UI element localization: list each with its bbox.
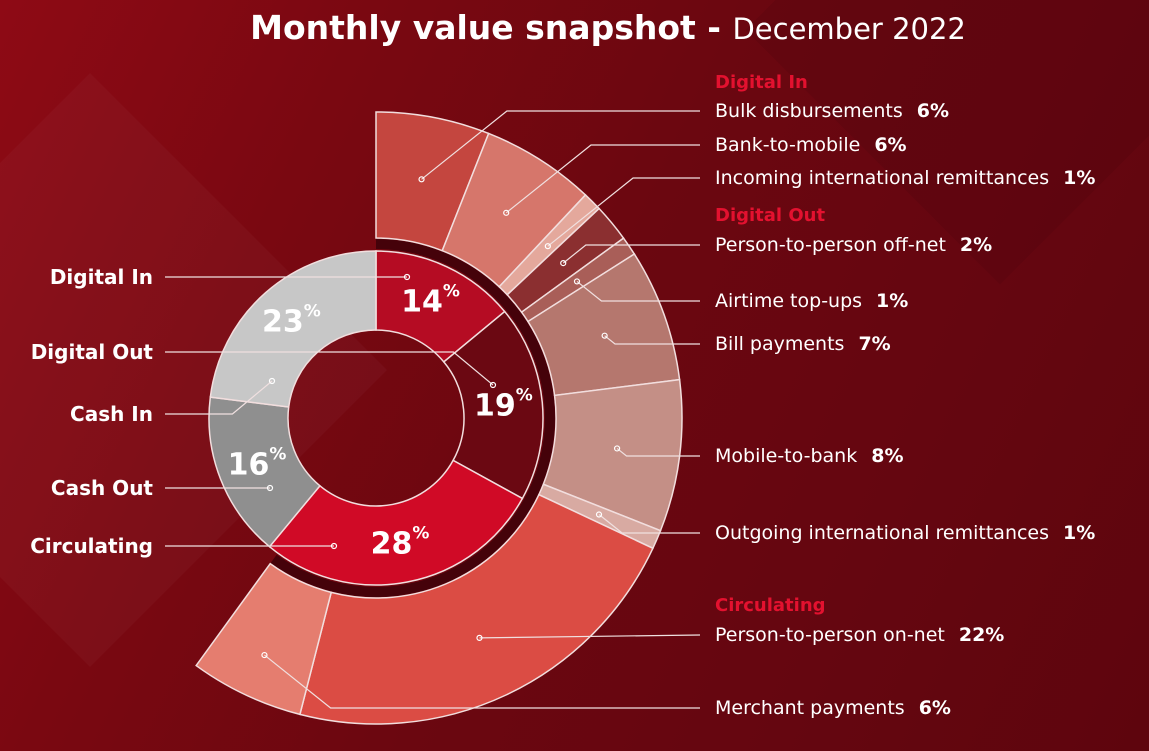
leader-dot-airtime-top-ups [573, 278, 581, 285]
percent-sign: % [269, 444, 287, 465]
legend-item-outgoing-international-remittances: Outgoing international remittances 1% [715, 522, 1095, 544]
value-number: 14 [401, 284, 443, 320]
leader-line-bulk-disbursements [421, 110, 700, 180]
legend-name: Mobile-to-bank [715, 445, 858, 467]
legend-label-digital-in: Digital In [49, 265, 153, 289]
legend-value: 1% [1063, 167, 1096, 189]
inner-slice-digital-out [442, 310, 544, 500]
legend-label-circulating: Circulating [30, 534, 153, 558]
legend-name: Merchant payments [715, 697, 905, 719]
legend-value: 6% [918, 697, 951, 719]
inner-value-label: 16% [227, 444, 287, 483]
leader-dot-person-to-person-off-net [560, 260, 567, 267]
legend-value: 1% [876, 290, 909, 312]
legend-name: Airtime top-ups [715, 290, 863, 312]
value-number: 23 [261, 304, 304, 340]
leader-dot-outgoing-international-remittances [595, 511, 603, 518]
inner-value-label: 14% [401, 281, 460, 320]
legend-name: Bill payments [715, 333, 845, 355]
percent-sign: % [303, 301, 321, 322]
leader-dot-digital-out [489, 381, 497, 389]
legend-label-digital-out: Digital Out [30, 340, 153, 364]
group-heading-circulating: Circulating [715, 595, 826, 616]
inner-value-label: 19% [474, 385, 533, 424]
legend-value: 2% [959, 234, 993, 256]
leader-line-bill-payments [604, 335, 700, 345]
leader-dot-circulating [330, 542, 338, 550]
legend-item-bulk-disbursements: Bulk disbursements 6% [715, 100, 949, 122]
leader-dot-person-to-person-on-net [476, 634, 483, 641]
leader-line-digital-out [165, 351, 494, 386]
legend-item-bill-payments: Bill payments 7% [715, 333, 891, 355]
legend-value: 6% [916, 100, 949, 122]
leader-dot-bulk-disbursements [418, 176, 425, 183]
group-heading-digital-out: Digital Out [715, 205, 826, 226]
leader-line-mobile-to-bank [616, 447, 700, 457]
value-number: 28 [370, 526, 413, 562]
legend-item-mobile-to-bank: Mobile-to-bank 8% [715, 445, 903, 467]
legend-name: Person-to-person off-net [715, 234, 946, 256]
inner-slice-cash-in [209, 250, 377, 408]
leader-dot-bill-payments [601, 332, 608, 339]
inner-value-label: 28% [370, 523, 430, 562]
leader-dot-incoming-international-remittances [544, 243, 551, 250]
legend-item-bank-to-mobile: Bank-to-mobile 6% [715, 134, 907, 156]
percent-sign: % [412, 523, 430, 544]
chart-subtitle: December 2022 [732, 12, 966, 46]
leader-dot-mobile-to-bank [613, 445, 621, 452]
legend-value: 1% [1063, 522, 1096, 544]
legend-item-incoming-international-remittances: Incoming international remittances 1% [715, 167, 1095, 189]
legend-value: 22% [958, 624, 1005, 646]
legend-name: Outgoing international remittances [715, 522, 1050, 544]
leader-line-outgoing-international-remittances [598, 514, 700, 534]
legend-item-person-to-person-on-net: Person-to-person on-net 22% [715, 624, 1004, 646]
legend-label-cash-out: Cash Out [50, 476, 153, 500]
inner-slice-circulating [268, 459, 524, 586]
percent-sign: % [442, 281, 460, 302]
leader-line-cash-in [165, 380, 273, 415]
legend-name: Bank-to-mobile [715, 134, 861, 156]
leader-dot-bank-to-mobile [503, 209, 510, 216]
leader-dot-merchant-payments [261, 651, 268, 659]
legend-value: 6% [874, 134, 907, 156]
value-number: 16 [227, 447, 270, 483]
leader-line-person-to-person-on-net [479, 634, 701, 639]
leader-line-person-to-person-off-net [562, 244, 700, 264]
value-number: 19 [474, 388, 516, 424]
leader-dot-cash-out [266, 484, 274, 492]
percent-sign: % [515, 385, 533, 406]
leader-line-merchant-payments [264, 654, 700, 709]
leader-line-airtime-top-ups [576, 280, 700, 302]
group-heading-digital-in: Digital In [715, 72, 808, 93]
legend-value: 7% [858, 333, 891, 355]
legend-value: 8% [871, 445, 904, 467]
leader-dot-digital-in [403, 273, 411, 281]
leader-line-bank-to-mobile [505, 144, 700, 214]
legend-item-airtime-top-ups: Airtime top-ups 1% [715, 290, 908, 312]
inner-value-label: 23% [261, 301, 321, 340]
leader-line-incoming-international-remittances [547, 177, 700, 247]
leader-dot-cash-in [268, 377, 276, 385]
outer-slice-person-to-person-on-net [298, 493, 654, 725]
legend-label-cash-in: Cash In [70, 402, 153, 426]
legend-item-person-to-person-off-net: Person-to-person off-net 2% [715, 234, 992, 256]
legend-name: Person-to-person on-net [715, 624, 945, 646]
legend-name: Incoming international remittances [715, 167, 1050, 189]
chart-title: Monthly value snapshot - December 2022 [250, 8, 966, 47]
legend-name: Bulk disbursements [715, 100, 903, 122]
legend-item-merchant-payments: Merchant payments 6% [715, 697, 951, 719]
outer-slice-merchant-payments [195, 562, 333, 716]
